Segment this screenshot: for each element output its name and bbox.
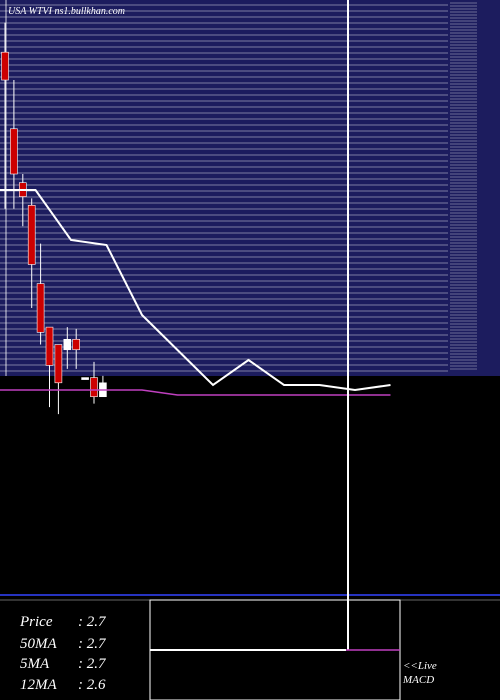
ma50-label: 50MA (20, 636, 57, 652)
candle-body (1, 51, 9, 81)
ma12-row: 12MA : 2.6 (20, 677, 106, 694)
price-panel (0, 0, 500, 376)
candle-body (36, 283, 45, 333)
site-label: USA WTVI ns1.bullkhan.com (8, 6, 126, 17)
price-row: Price : 2.7 (20, 614, 106, 631)
macd-panel (149, 599, 401, 700)
ma-line (0, 389, 391, 396)
macd-title-label: MACD (403, 674, 435, 686)
price-grid (0, 0, 477, 376)
price-label: Price (20, 614, 53, 630)
candle-body (81, 377, 89, 380)
candle-body (72, 338, 80, 351)
ma12-value: : 2.6 (78, 677, 106, 693)
indicator-line (0, 189, 391, 392)
ma5-value: : 2.7 (78, 656, 106, 672)
ma50-row: 50MA : 2.7 (20, 636, 106, 653)
ma5-label: 5MA (20, 656, 50, 672)
candle-body (63, 338, 72, 351)
candle-body (90, 377, 98, 398)
price-value: : 2.7 (78, 614, 106, 630)
ma5-row: 5MA : 2.7 (20, 656, 106, 673)
candle-body (54, 344, 63, 384)
candle-body (27, 205, 36, 265)
ma50-value: : 2.7 (78, 636, 106, 652)
macd-live-label: <<Live (403, 660, 437, 672)
candle-body (45, 326, 54, 366)
ma12-label: 12MA (20, 677, 57, 693)
candle-body (10, 128, 18, 175)
